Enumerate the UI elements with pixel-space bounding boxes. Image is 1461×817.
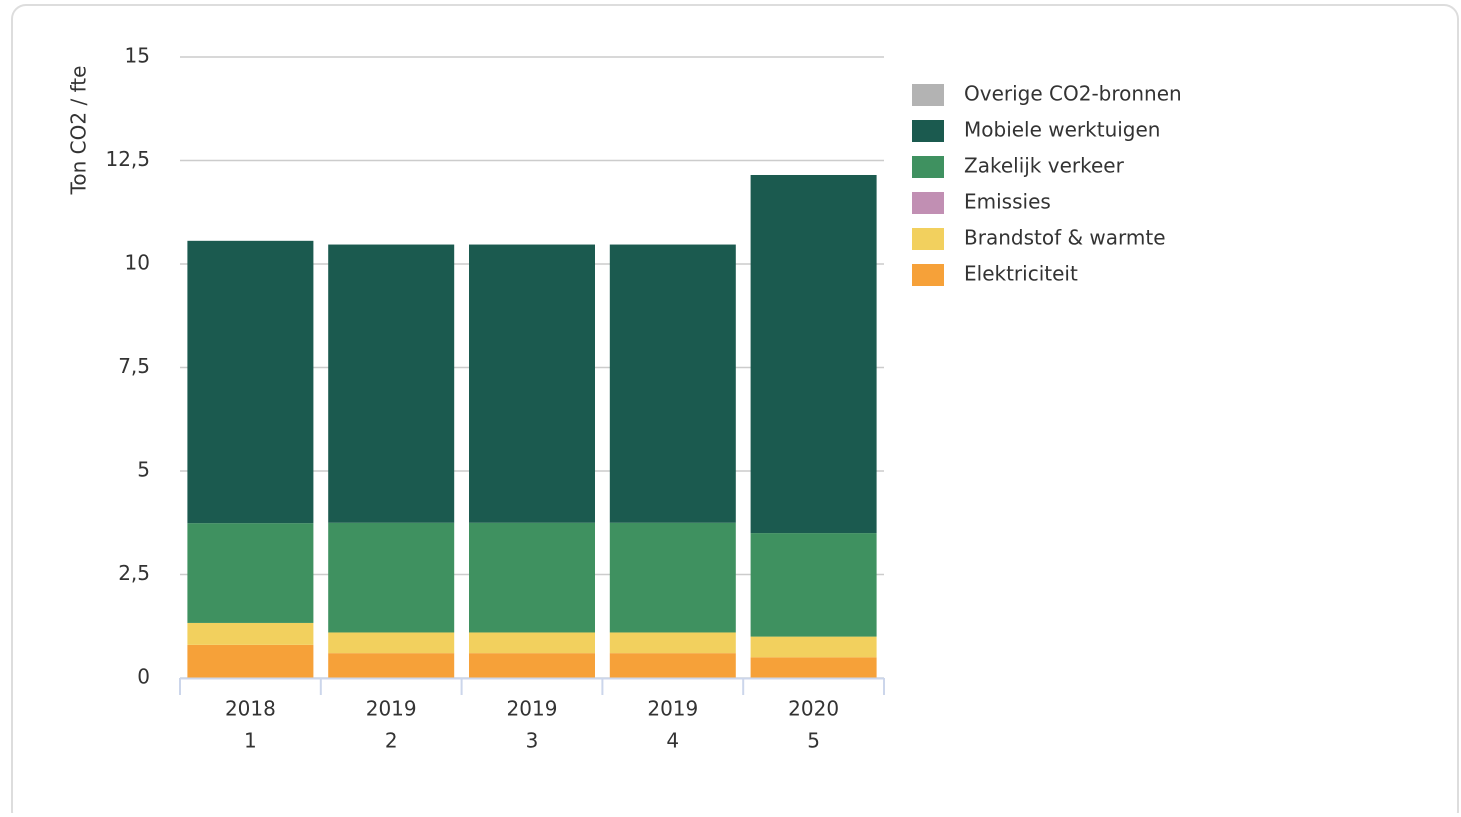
bar-segment: [328, 632, 455, 654]
bar-segment: [187, 523, 314, 623]
legend-label: Overige CO2-bronnen: [964, 82, 1182, 106]
x-tick-label: 2: [385, 729, 398, 753]
x-tick-label: 2019: [647, 697, 698, 721]
x-tick-label: 5: [807, 729, 820, 753]
bar-segment: [750, 533, 877, 637]
bar-segment: [750, 174, 877, 534]
y-tick-label: 10: [125, 251, 150, 275]
x-tick-label: 2018: [225, 697, 276, 721]
bar-segment: [609, 632, 736, 654]
bar-segment: [187, 644, 314, 678]
y-tick-label: 2,5: [118, 561, 150, 585]
y-tick-label: 15: [125, 44, 150, 68]
bar-segment: [609, 653, 736, 678]
legend-label: Elektriciteit: [964, 262, 1078, 286]
legend-swatch: [912, 84, 944, 106]
legend-label: Brandstof & warmte: [964, 226, 1166, 250]
legend-label: Emissies: [964, 190, 1051, 214]
x-tick-label: 2020: [788, 697, 839, 721]
legend-label: Zakelijk verkeer: [964, 154, 1125, 178]
bar-segment: [609, 244, 736, 523]
bar-segment: [469, 244, 595, 523]
bar-segment: [469, 522, 595, 633]
legend-swatch: [912, 228, 944, 250]
legend-swatch: [912, 192, 944, 214]
bar-segment: [469, 632, 595, 654]
bar-segment: [187, 622, 314, 645]
y-tick-label: 12,5: [105, 147, 150, 171]
bar-segment: [328, 522, 455, 633]
bar-segment: [187, 240, 314, 524]
y-tick-label: 7,5: [118, 354, 150, 378]
bar-segment: [750, 636, 877, 658]
x-tick-label: 2019: [507, 697, 558, 721]
x-tick-label: 1: [244, 729, 257, 753]
bar-segment: [469, 653, 595, 678]
y-axis-label: Ton CO2 / fte: [67, 66, 91, 196]
legend-swatch: [912, 264, 944, 286]
legend-swatch: [912, 156, 944, 178]
bar-segment: [750, 657, 877, 678]
x-tick-label: 3: [526, 729, 539, 753]
x-tick-label: 4: [666, 729, 679, 753]
bar-segment: [328, 244, 455, 523]
bar-segment: [328, 653, 455, 678]
legend-label: Mobiele werktuigen: [964, 118, 1160, 142]
bar-segment: [609, 522, 736, 633]
x-tick-label: 2019: [366, 697, 417, 721]
y-tick-label: 5: [137, 458, 150, 482]
legend-swatch: [912, 120, 944, 142]
y-tick-label: 0: [137, 665, 150, 689]
